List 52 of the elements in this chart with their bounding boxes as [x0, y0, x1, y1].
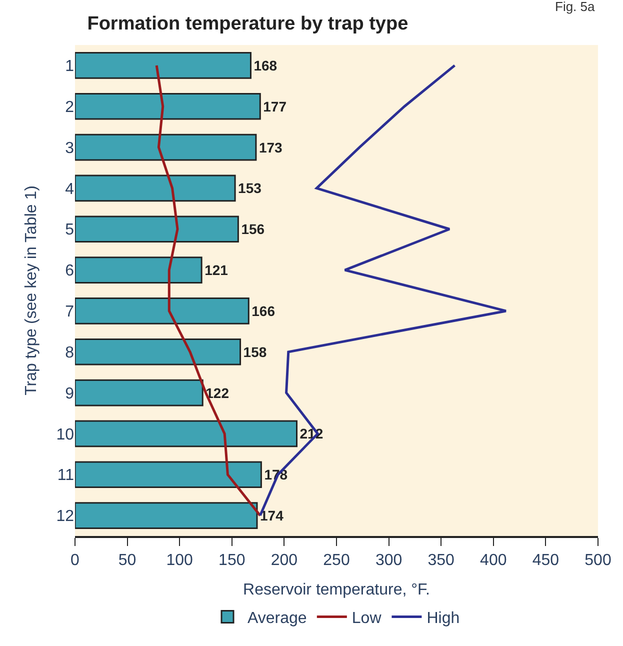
- x-tick-label: 50: [118, 552, 136, 570]
- x-tick-label: 300: [375, 552, 402, 570]
- y-tick-label: 11: [57, 467, 74, 484]
- data-label: 168: [254, 57, 278, 74]
- bar: [75, 338, 242, 366]
- data-label: 177: [263, 98, 287, 114]
- x-axis-title: Reservoir temperature, °F.: [243, 581, 430, 598]
- legend-label: Low: [352, 610, 382, 627]
- y-tick-label: 1: [65, 58, 74, 76]
- x-tick-label: 400: [480, 552, 507, 570]
- data-label: 174: [260, 508, 284, 524]
- data-label: 158: [243, 344, 267, 360]
- legend-label: Average: [248, 610, 307, 627]
- y-tick-label: 12: [56, 508, 74, 526]
- data-label: 153: [238, 180, 262, 196]
- x-tick-label: 250: [323, 552, 350, 570]
- x-tick-label: 100: [166, 552, 194, 570]
- y-tick-label: 5: [65, 222, 74, 239]
- bar: [75, 216, 239, 243]
- y-tick-label: 10: [56, 426, 74, 444]
- caption: Fig. 5a: [555, 0, 596, 14]
- x-tick-label: 450: [532, 552, 560, 570]
- data-label: 166: [252, 302, 276, 319]
- bar: [75, 256, 202, 284]
- y-tick-label: 9: [65, 385, 74, 402]
- bar: [75, 420, 298, 448]
- x-tick-label: 200: [270, 552, 298, 570]
- bar: [75, 461, 262, 488]
- bar: [75, 379, 204, 406]
- y-tick-label: 7: [65, 304, 74, 321]
- data-label: 173: [258, 139, 283, 156]
- x-tick-label: 500: [584, 552, 612, 570]
- bar: [75, 92, 261, 120]
- y-axis-title: Trap type (see key in Table 1): [23, 186, 40, 396]
- x-tick-label: 150: [218, 552, 246, 570]
- bar: [75, 174, 236, 202]
- bar: [75, 52, 252, 79]
- data-label: 121: [204, 262, 228, 278]
- chart-title: Formation temperature by trap type: [87, 13, 408, 34]
- data-label: 122: [206, 384, 230, 401]
- bar: [75, 502, 258, 529]
- y-tick-label: 2: [65, 98, 74, 116]
- x-tick-label: 350: [428, 552, 455, 570]
- y-tick-label: 4: [65, 180, 74, 198]
- legend-label: High: [426, 610, 460, 627]
- bar: [75, 298, 250, 324]
- y-tick-label: 3: [65, 140, 74, 157]
- data-label: 156: [241, 221, 265, 238]
- y-tick-label: 8: [65, 344, 74, 362]
- bar: [75, 134, 257, 161]
- x-tick-label: 0: [70, 552, 80, 570]
- y-tick-label: 6: [65, 262, 74, 280]
